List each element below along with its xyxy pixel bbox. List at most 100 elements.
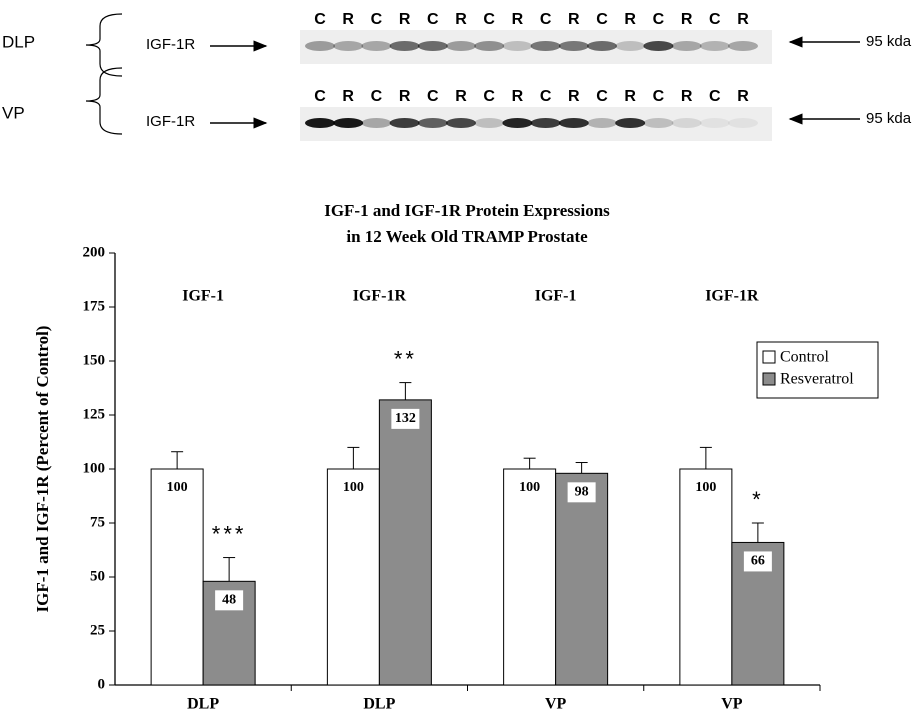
- lane-label: C: [540, 11, 552, 28]
- band: [418, 41, 448, 51]
- legend-swatch: [763, 373, 775, 385]
- lane-label: C: [540, 88, 552, 105]
- band: [502, 41, 532, 51]
- lane-label: C: [371, 88, 383, 105]
- lane-label: C: [596, 11, 608, 28]
- lane-label: C: [427, 88, 439, 105]
- value-label: 100: [519, 480, 540, 495]
- band: [531, 118, 561, 128]
- lane-label: C: [709, 88, 721, 105]
- value-label: 132: [395, 411, 416, 426]
- tissue-label: VP: [2, 103, 25, 122]
- lane-label: C: [709, 11, 721, 28]
- band: [587, 118, 617, 128]
- lane-label: C: [653, 11, 665, 28]
- figure: DLPIGF-1RCRCRCRCRCRCRCRCR95 kdaVPIGF-1RC…: [0, 0, 919, 715]
- y-tick-label: 0: [98, 676, 106, 692]
- y-tick-label: 25: [90, 622, 105, 638]
- band: [700, 118, 730, 128]
- lane-label: C: [483, 11, 495, 28]
- lane-label: R: [342, 11, 354, 28]
- lane-label: C: [314, 88, 326, 105]
- lane-label: R: [512, 11, 524, 28]
- band: [305, 41, 335, 51]
- band: [390, 118, 420, 128]
- lane-label: C: [427, 11, 439, 28]
- band: [672, 118, 702, 128]
- band: [615, 41, 645, 51]
- legend-label: Resveratrol: [780, 371, 854, 388]
- y-tick-label: 75: [90, 514, 105, 530]
- lane-label: R: [681, 88, 693, 105]
- band: [531, 41, 561, 51]
- band: [333, 118, 363, 128]
- brace: [86, 14, 122, 76]
- brace: [86, 68, 122, 134]
- x-tick-label: DLP: [187, 696, 219, 713]
- band: [361, 41, 391, 51]
- band: [728, 118, 758, 128]
- value-label: 98: [575, 485, 589, 500]
- bar: [379, 400, 431, 685]
- group-label: IGF-1: [535, 288, 577, 305]
- band: [643, 41, 673, 51]
- group-label: IGF-1: [182, 288, 224, 305]
- marker-label: 95 kda: [866, 33, 912, 50]
- bar: [151, 469, 203, 685]
- lane-label: R: [455, 11, 467, 28]
- x-tick-label: VP: [545, 696, 567, 713]
- protein-label: IGF-1R: [146, 36, 195, 53]
- value-label: 48: [222, 593, 236, 608]
- band: [446, 118, 476, 128]
- bar: [504, 469, 556, 685]
- lane-label: R: [737, 11, 749, 28]
- lane-label: R: [455, 88, 467, 105]
- lane-label: C: [483, 88, 495, 105]
- lane-label: R: [624, 11, 636, 28]
- value-label: 100: [695, 480, 716, 495]
- chart-title: in 12 Week Old TRAMP Prostate: [346, 227, 588, 246]
- significance: *: [752, 487, 764, 512]
- value-label: 66: [751, 554, 765, 569]
- y-tick-label: 200: [83, 244, 106, 260]
- value-label: 100: [343, 480, 364, 495]
- band: [361, 118, 391, 128]
- value-label: 100: [167, 480, 188, 495]
- band: [502, 118, 532, 128]
- tissue-label: DLP: [2, 32, 35, 51]
- lane-label: C: [371, 11, 383, 28]
- lane-label: R: [624, 88, 636, 105]
- lane-label: C: [596, 88, 608, 105]
- band: [559, 118, 589, 128]
- significance: **: [394, 346, 417, 371]
- group-label: IGF-1R: [705, 288, 759, 305]
- lane-label: R: [681, 11, 693, 28]
- x-tick-label: VP: [721, 696, 743, 713]
- group-label: IGF-1R: [353, 288, 407, 305]
- lane-label: R: [568, 11, 580, 28]
- chart-title: IGF-1 and IGF-1R Protein Expressions: [324, 201, 610, 220]
- lane-label: R: [512, 88, 524, 105]
- band: [728, 41, 758, 51]
- band: [446, 41, 476, 51]
- y-tick-label: 50: [90, 568, 105, 584]
- y-tick-label: 100: [83, 460, 106, 476]
- protein-label: IGF-1R: [146, 113, 195, 130]
- band: [418, 118, 448, 128]
- lane-label: C: [653, 88, 665, 105]
- bar: [680, 469, 732, 685]
- bar: [556, 473, 608, 685]
- lane-label: R: [399, 11, 411, 28]
- y-tick-label: 175: [83, 298, 106, 314]
- band: [643, 118, 673, 128]
- band: [587, 41, 617, 51]
- band: [333, 41, 363, 51]
- band: [474, 41, 504, 51]
- marker-label: 95 kda: [866, 110, 912, 127]
- band: [305, 118, 335, 128]
- significance: ***: [212, 521, 247, 546]
- band: [700, 41, 730, 51]
- bar: [327, 469, 379, 685]
- y-tick-label: 150: [83, 352, 106, 368]
- lane-label: R: [737, 88, 749, 105]
